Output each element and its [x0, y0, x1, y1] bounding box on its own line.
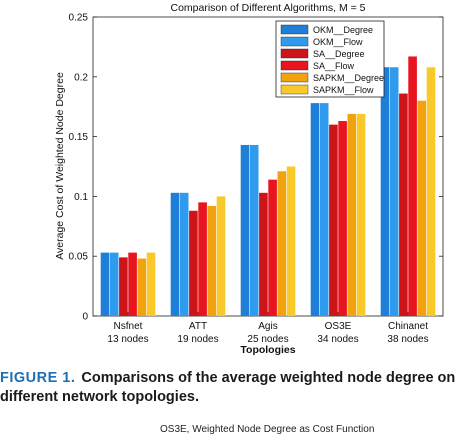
y-tick-label: 0: [82, 312, 88, 323]
bar-okm-degree: [240, 144, 250, 316]
bar-sa-flow: [408, 56, 417, 317]
legend-swatch: [280, 84, 309, 95]
bar-sapkm-degree: [137, 258, 147, 316]
x-tick-sublabel: 19 nodes: [177, 334, 218, 345]
bar-sa-flow: [338, 121, 347, 316]
y-tick-label: 0.25: [69, 13, 89, 24]
legend-swatch: [280, 48, 309, 59]
bar-sapkm-flow: [216, 196, 226, 316]
y-axis: 0 0.05 0.1 0.15 0.2 0.25: [69, 13, 443, 323]
bar-sapkm-flow: [426, 67, 436, 317]
figure-caption: FIGURE 1. Comparisons of the average weig…: [0, 369, 474, 407]
y-tick-label: 0.05: [69, 252, 89, 263]
bar-okm-degree: [170, 192, 180, 316]
x-tick-sublabel: 34 nodes: [317, 334, 358, 345]
caption-text: Comparisons of the average weighted node…: [0, 370, 456, 405]
bar-sapkm-degree: [347, 113, 357, 316]
bar-sa-flow: [268, 179, 277, 316]
legend-swatch: [280, 36, 309, 47]
bar-sapkm-flow: [146, 252, 156, 316]
legend-label: SA__Flow: [313, 61, 355, 71]
bar-sapkm-flow: [356, 113, 366, 316]
bar-sa-degree: [329, 124, 338, 316]
x-tick-label: Chinanet: [388, 321, 428, 332]
legend-swatch: [280, 60, 309, 71]
x-tick-label: Nsfnet: [114, 321, 143, 332]
bar-okm-flow: [249, 144, 259, 316]
y-axis-label: Average Cost of Weighted Node Degree: [54, 72, 66, 260]
x-tick-label: Agis: [258, 321, 277, 332]
bar-sapkm-flow: [286, 166, 296, 316]
bar-sa-degree: [119, 257, 128, 316]
x-axis: Nsfnet 13 nodes ATT 19 nodes Agis 25 nodes OS3…: [107, 312, 429, 345]
bar-sa-flow: [198, 202, 207, 316]
legend: OKM__Degree OKM__Flow SA__Degree SA__Flow SA…: [275, 20, 385, 98]
legend-label: OKM__Flow: [313, 37, 363, 47]
bar-sa-degree: [189, 210, 198, 316]
y-tick-label: 0.2: [74, 72, 88, 83]
bar-sa-degree: [399, 93, 408, 316]
legend-label: SA__Degree: [313, 49, 365, 59]
bar-sapkm-degree: [207, 205, 217, 316]
bar-sapkm-degree: [417, 100, 427, 316]
legend-label: SAPKM__Degree: [313, 73, 384, 83]
y-tick-label: 0.1: [74, 192, 88, 203]
x-tick-sublabel: 13 nodes: [107, 334, 148, 345]
bar-sa-flow: [128, 252, 137, 316]
x-axis-label: Topologies: [240, 344, 295, 356]
bar-sapkm-degree: [277, 171, 287, 316]
legend-label: SAPKM__Flow: [313, 85, 374, 95]
y-tick-label: 0.15: [69, 132, 89, 143]
bar-chart: Comparison of Different Algorithms, M = …: [54, 2, 444, 356]
legend-swatch: [280, 72, 309, 83]
bar-okm-degree: [380, 67, 390, 317]
bar-okm-flow: [319, 103, 329, 316]
chart-title: Comparison of Different Algorithms, M = …: [170, 2, 365, 14]
next-figure-title: OS3E, Weighted Node Degree as Cost Funct…: [160, 424, 375, 435]
figure-label: FIGURE 1.: [0, 370, 76, 386]
bars: [100, 56, 436, 317]
x-tick-label: ATT: [189, 321, 207, 332]
legend-swatch: [280, 24, 309, 35]
bar-okm-flow: [389, 67, 399, 317]
bar-okm-degree: [310, 103, 320, 316]
bar-okm-degree: [100, 252, 110, 316]
bar-okm-flow: [109, 252, 119, 316]
x-tick-sublabel: 25 nodes: [247, 334, 288, 345]
x-tick-label: OS3E: [325, 321, 352, 332]
legend-label: OKM__Degree: [313, 25, 373, 35]
bar-okm-flow: [179, 192, 189, 316]
x-tick-sublabel: 38 nodes: [387, 334, 428, 345]
bar-sa-degree: [259, 192, 268, 316]
